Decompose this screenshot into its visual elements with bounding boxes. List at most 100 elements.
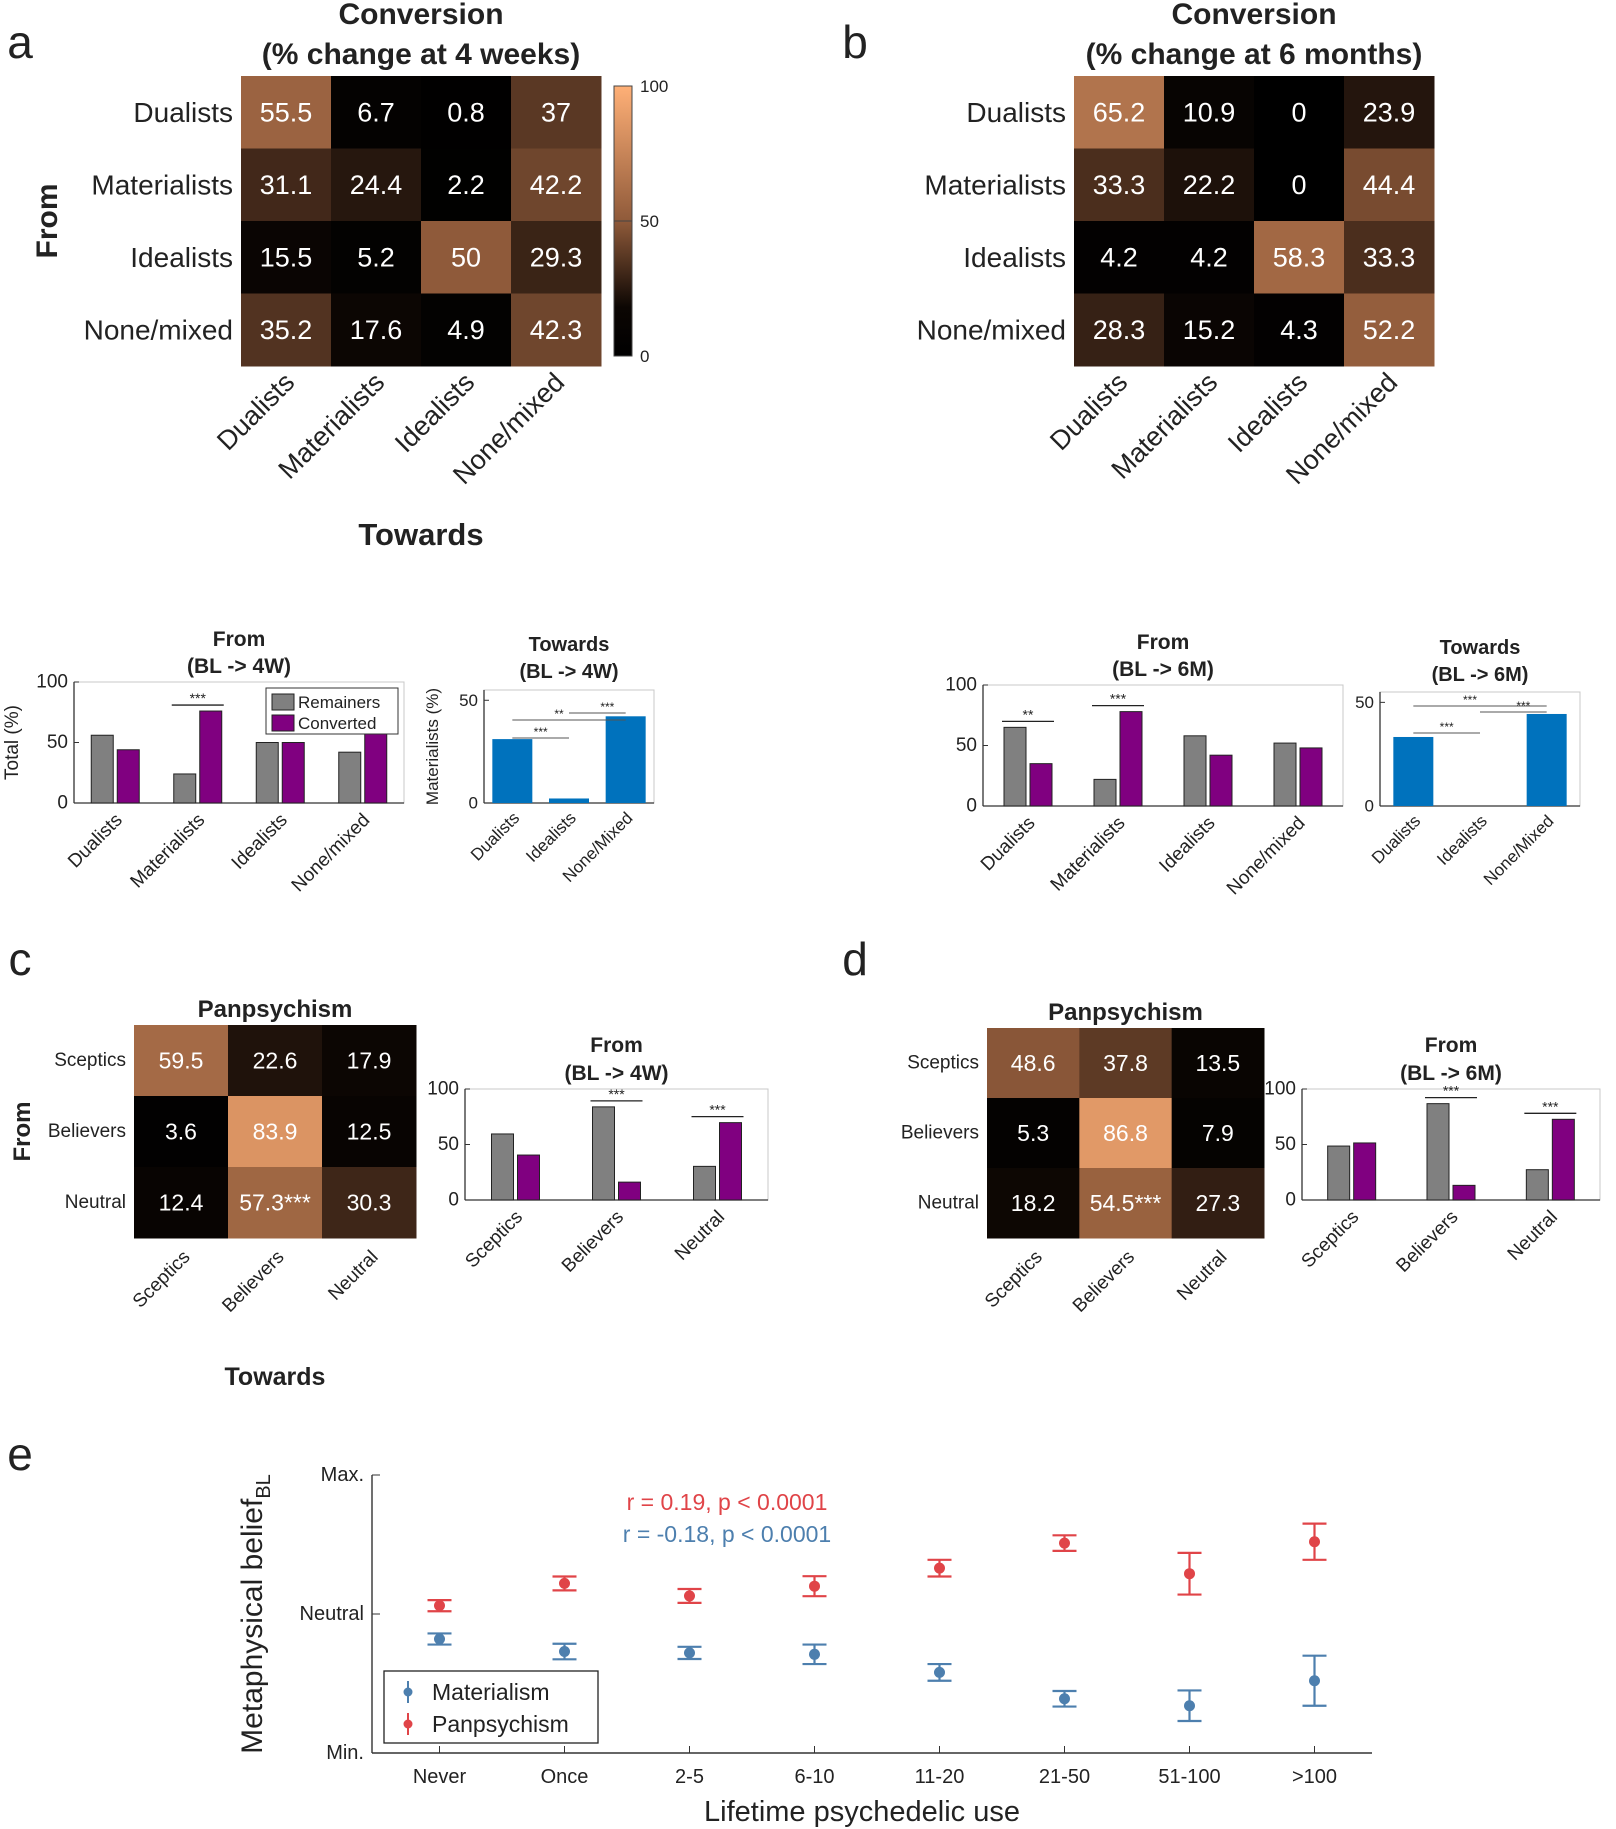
chart-title: (BL -> 6M) [1112, 658, 1214, 681]
significance-label: *** [1440, 720, 1454, 734]
significance-label: *** [1443, 1083, 1460, 1099]
cell-value: 13.5 [1195, 1050, 1240, 1076]
x-tick-label: Neutral [1504, 1207, 1562, 1265]
y-tick-label: 0 [57, 793, 68, 814]
cell-value: 22.6 [253, 1048, 298, 1074]
barchart-a_towards_bars: Towards(BL -> 4W)050Materialists (%)Dual… [423, 634, 654, 886]
cell-value: 0.8 [447, 97, 485, 127]
remainers-bar [174, 774, 196, 803]
remainers-bar [1427, 1104, 1449, 1200]
x-tick-label: None/mixed [288, 810, 375, 897]
cell-value: 57.3*** [239, 1190, 311, 1216]
y-axis-label-subscript: BL [253, 1474, 275, 1498]
y-tick-label: 0 [1365, 797, 1374, 816]
materialism-point [1059, 1693, 1070, 1704]
cell-value: 42.3 [530, 315, 583, 345]
cell-value: 86.8 [1103, 1120, 1148, 1146]
row-label: Materialists [924, 169, 1066, 200]
row-label: Idealists [130, 242, 233, 273]
cell-value: 59.5 [159, 1048, 204, 1074]
y-tick-label: 50 [1275, 1134, 1296, 1155]
colorbar: 100500 [614, 77, 668, 366]
row-label: None/mixed [917, 314, 1066, 345]
converted-bar [619, 1182, 641, 1200]
y-tick-label: 0 [1285, 1190, 1296, 1211]
legend-label: Converted [298, 714, 376, 733]
x-tick-label: Sceptics [1298, 1207, 1364, 1273]
panpsychism-point [1309, 1536, 1320, 1547]
chart-title: (BL -> 4W) [564, 1062, 668, 1085]
cell-value: 55.5 [260, 97, 313, 127]
errorbar-chart: Min.NeutralMax.NeverOnce2-56-1011-2021-5… [236, 1464, 1372, 1828]
x-tick-label: Neutral [671, 1207, 729, 1265]
cell-value: 23.9 [1363, 97, 1416, 127]
converted-bar [1453, 1185, 1475, 1200]
barchart-d_from_bars: From(BL -> 6M)050100ScepticsBelieversNeu… [1264, 1034, 1600, 1277]
x-tick-label: 21-50 [1039, 1766, 1090, 1788]
y-tick-label: Neutral [300, 1603, 364, 1625]
chart-title: Panpsychism [1048, 999, 1203, 1026]
panpsychism-point [1059, 1538, 1070, 1549]
row-label: Materialists [91, 169, 233, 200]
cell-value: 15.5 [260, 242, 313, 272]
colorbar-tick-label: 100 [640, 77, 668, 96]
heatmap-a_heatmap: Conversion(% change at 4 weeks)55.56.70.… [31, 0, 602, 552]
panel-label-a: a [7, 16, 33, 68]
legend-marker-icon [404, 1720, 413, 1729]
converted-bar [282, 743, 304, 804]
cell-value: 15.2 [1183, 315, 1236, 345]
legend-marker-icon [404, 1688, 413, 1697]
materialism-correlation-annotation: r = -0.18, p < 0.0001 [623, 1521, 831, 1547]
x-tick-label: Dualists [64, 810, 127, 873]
cell-value: 4.2 [1190, 242, 1228, 272]
cell-value: 0 [1291, 170, 1306, 200]
cell-value: 28.3 [1093, 315, 1146, 345]
y-tick-label: 100 [1264, 1079, 1296, 1100]
x-tick-label: 2-5 [675, 1766, 704, 1788]
chart-title: From [1137, 631, 1190, 654]
materialism-point [809, 1649, 820, 1660]
y-tick-label: 100 [945, 675, 977, 696]
materialism-point [1184, 1700, 1195, 1711]
heatmap-c_heatmap: Panpsychism(% change at 4 weeks)59.522.6… [9, 996, 417, 1391]
converted-bar [1552, 1119, 1574, 1200]
chart-title: (% change at 4 weeks) [262, 38, 580, 71]
col-label: Dualists [1044, 367, 1133, 456]
towards-bar [1393, 737, 1433, 806]
x-tick-label: >100 [1292, 1766, 1337, 1788]
cell-value: 10.9 [1183, 97, 1236, 127]
x-tick-label: Materialists [1047, 813, 1130, 896]
barchart-a_from_bars: From(BL -> 4W)050100Total (%)DualistsMat… [2, 628, 404, 896]
cell-value: 3.6 [165, 1119, 197, 1145]
y-tick-label: Min. [326, 1742, 364, 1764]
significance-label: *** [534, 725, 548, 739]
cell-value: 12.5 [347, 1119, 392, 1145]
chart-title: (BL -> 6M) [1400, 1062, 1502, 1085]
converted-bar [1300, 748, 1322, 806]
y-tick-label: 50 [459, 691, 478, 710]
remainers-bar [1004, 727, 1026, 806]
cell-value: 50 [451, 242, 481, 272]
cell-value: 5.3 [1017, 1120, 1049, 1146]
converted-bar [200, 711, 222, 803]
chart-title: (BL -> 4W) [519, 661, 618, 683]
y-axis-label: Materialists (%) [423, 688, 442, 805]
panpsychism-point [809, 1581, 820, 1592]
remainers-bar [593, 1107, 615, 1200]
x-tick-label: Sceptics [461, 1207, 527, 1273]
panpsychism-point [434, 1600, 445, 1611]
chart-title: From [590, 1034, 643, 1057]
x-axis-label: Towards [358, 517, 483, 552]
x-tick-label: Believers [558, 1207, 628, 1277]
x-tick-label: 11-20 [915, 1766, 965, 1788]
cell-value: 33.3 [1093, 170, 1146, 200]
panpsychism-point [1184, 1568, 1195, 1579]
cell-value: 58.3 [1273, 242, 1326, 272]
significance-label: *** [1463, 693, 1477, 707]
x-tick-label: Believers [1392, 1207, 1462, 1277]
y-tick-label: 50 [956, 735, 977, 756]
cell-value: 6.7 [357, 97, 395, 127]
cell-value: 44.4 [1363, 170, 1416, 200]
panel-label-d: d [842, 933, 868, 985]
col-label: Sceptics [981, 1247, 1047, 1313]
